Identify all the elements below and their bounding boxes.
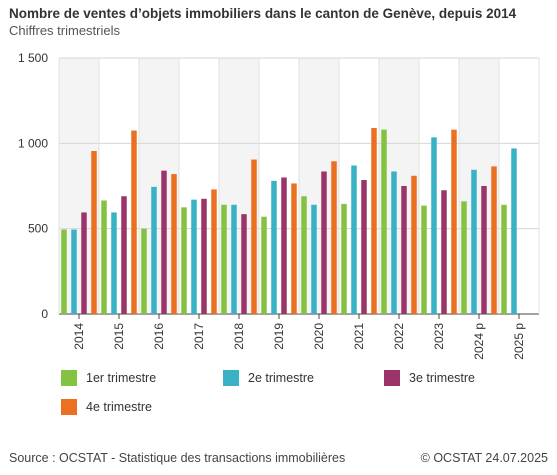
y-tick-label: 500 bbox=[28, 222, 48, 236]
legend-label-q3: 3e trimestre bbox=[409, 371, 475, 385]
bar-q4-2019 bbox=[291, 183, 297, 314]
bar-q1-2025-p bbox=[501, 204, 507, 314]
bar-q2-2017 bbox=[191, 199, 197, 314]
bar-q2-2024-p bbox=[471, 169, 477, 314]
x-tick-label: 2016 bbox=[152, 323, 166, 350]
legend-swatch-q4 bbox=[61, 399, 77, 415]
bar-q4-2020 bbox=[331, 161, 337, 314]
x-tick-label: 2015 bbox=[112, 323, 126, 350]
bar-q4-2022 bbox=[411, 175, 417, 314]
bar-q3-2021 bbox=[361, 180, 367, 314]
bar-q4-2024-p bbox=[491, 166, 497, 314]
x-axis-ticks: 2014 2015 2016 2017 2018 2019 2020 2021 2022 2023… bbox=[72, 314, 526, 360]
x-tick-label: 2019 bbox=[272, 323, 286, 350]
y-tick-label: 0 bbox=[41, 307, 48, 321]
copyright-note: © OCSTAT 24.07.2025 bbox=[420, 451, 548, 465]
x-tick-label: 2017 bbox=[192, 323, 206, 350]
bar-q1-2022 bbox=[381, 129, 387, 314]
legend-label-q4: 4e trimestre bbox=[86, 400, 152, 414]
y-axis-ticks: 0 500 1 000 1 500 bbox=[18, 51, 48, 321]
x-tick-label: 2020 bbox=[312, 323, 326, 350]
bar-q1-2014 bbox=[61, 229, 67, 314]
bar-q4-2015 bbox=[131, 130, 137, 314]
x-tick-label: 2014 bbox=[72, 323, 86, 350]
bar-q2-2025-p bbox=[511, 148, 517, 314]
bar-q2-2020 bbox=[311, 204, 317, 314]
x-tick-label: 2025 p bbox=[512, 323, 526, 360]
bars bbox=[61, 127, 517, 315]
bar-q1-2023 bbox=[421, 205, 427, 314]
legend-item-q1[interactable]: 1er trimestre bbox=[61, 370, 156, 386]
bar-q1-2016 bbox=[141, 228, 147, 314]
legend-swatch-q2 bbox=[223, 370, 239, 386]
x-tick-label: 2024 p bbox=[472, 323, 486, 360]
bar-q2-2018 bbox=[231, 204, 237, 314]
bar-q3-2022 bbox=[401, 186, 407, 314]
x-tick-label: 2023 bbox=[432, 323, 446, 350]
bar-q1-2021 bbox=[341, 203, 347, 314]
bar-q3-2014 bbox=[81, 212, 87, 314]
source-note: Source : OCSTAT - Statistique des transa… bbox=[9, 451, 346, 465]
legend-label-q2: 2e trimestre bbox=[248, 371, 314, 385]
chart-title: Nombre de ventes d’objets immobiliers da… bbox=[9, 6, 517, 21]
bar-q3-2019 bbox=[281, 177, 287, 314]
bar-q3-2023 bbox=[441, 190, 447, 314]
bar-q2-2021 bbox=[351, 165, 357, 314]
bar-q1-2015 bbox=[101, 200, 107, 314]
legend-swatch-q1 bbox=[61, 370, 77, 386]
legend-item-q4[interactable]: 4e trimestre bbox=[61, 399, 152, 415]
x-tick-label: 2018 bbox=[232, 323, 246, 350]
bar-q2-2023 bbox=[431, 137, 437, 314]
y-tick-label: 1 000 bbox=[18, 136, 48, 150]
bar-q2-2015 bbox=[111, 212, 117, 314]
legend-label-q1: 1er trimestre bbox=[86, 371, 157, 385]
bar-q1-2019 bbox=[261, 216, 267, 314]
bar-q1-2020 bbox=[301, 196, 307, 314]
legend-item-q3[interactable]: 3e trimestre bbox=[384, 370, 475, 386]
bar-q1-2024-p bbox=[461, 201, 467, 314]
legend-swatch-q3 bbox=[384, 370, 400, 386]
bar-q2-2019 bbox=[271, 180, 277, 314]
bar-q4-2023 bbox=[451, 129, 457, 314]
bar-q3-2015 bbox=[121, 196, 127, 314]
bar-q3-2016 bbox=[161, 170, 167, 314]
bar-q4-2016 bbox=[171, 174, 177, 314]
legend-item-q2[interactable]: 2e trimestre bbox=[223, 370, 314, 386]
gridlines bbox=[58, 57, 540, 315]
bar-q3-2024-p bbox=[481, 186, 487, 314]
x-tick-label: 2021 bbox=[352, 323, 366, 350]
bar-q1-2017 bbox=[181, 207, 187, 314]
y-tick-label: 1 500 bbox=[18, 51, 48, 65]
bar-q2-2022 bbox=[391, 171, 397, 314]
bar-q2-2014 bbox=[71, 229, 77, 314]
bar-q1-2018 bbox=[221, 204, 227, 314]
bar-q4-2021 bbox=[371, 127, 377, 315]
bar-q4-2018 bbox=[251, 159, 257, 314]
bar-q2-2016 bbox=[151, 186, 157, 314]
bar-q3-2017 bbox=[201, 198, 207, 314]
chart-subtitle: Chiffres trimestriels bbox=[9, 23, 121, 38]
bar-q3-2018 bbox=[241, 214, 247, 314]
bar-q4-2014 bbox=[91, 151, 97, 314]
x-tick-label: 2022 bbox=[392, 323, 406, 350]
bar-q3-2020 bbox=[321, 171, 327, 314]
bar-q4-2017 bbox=[211, 189, 217, 314]
